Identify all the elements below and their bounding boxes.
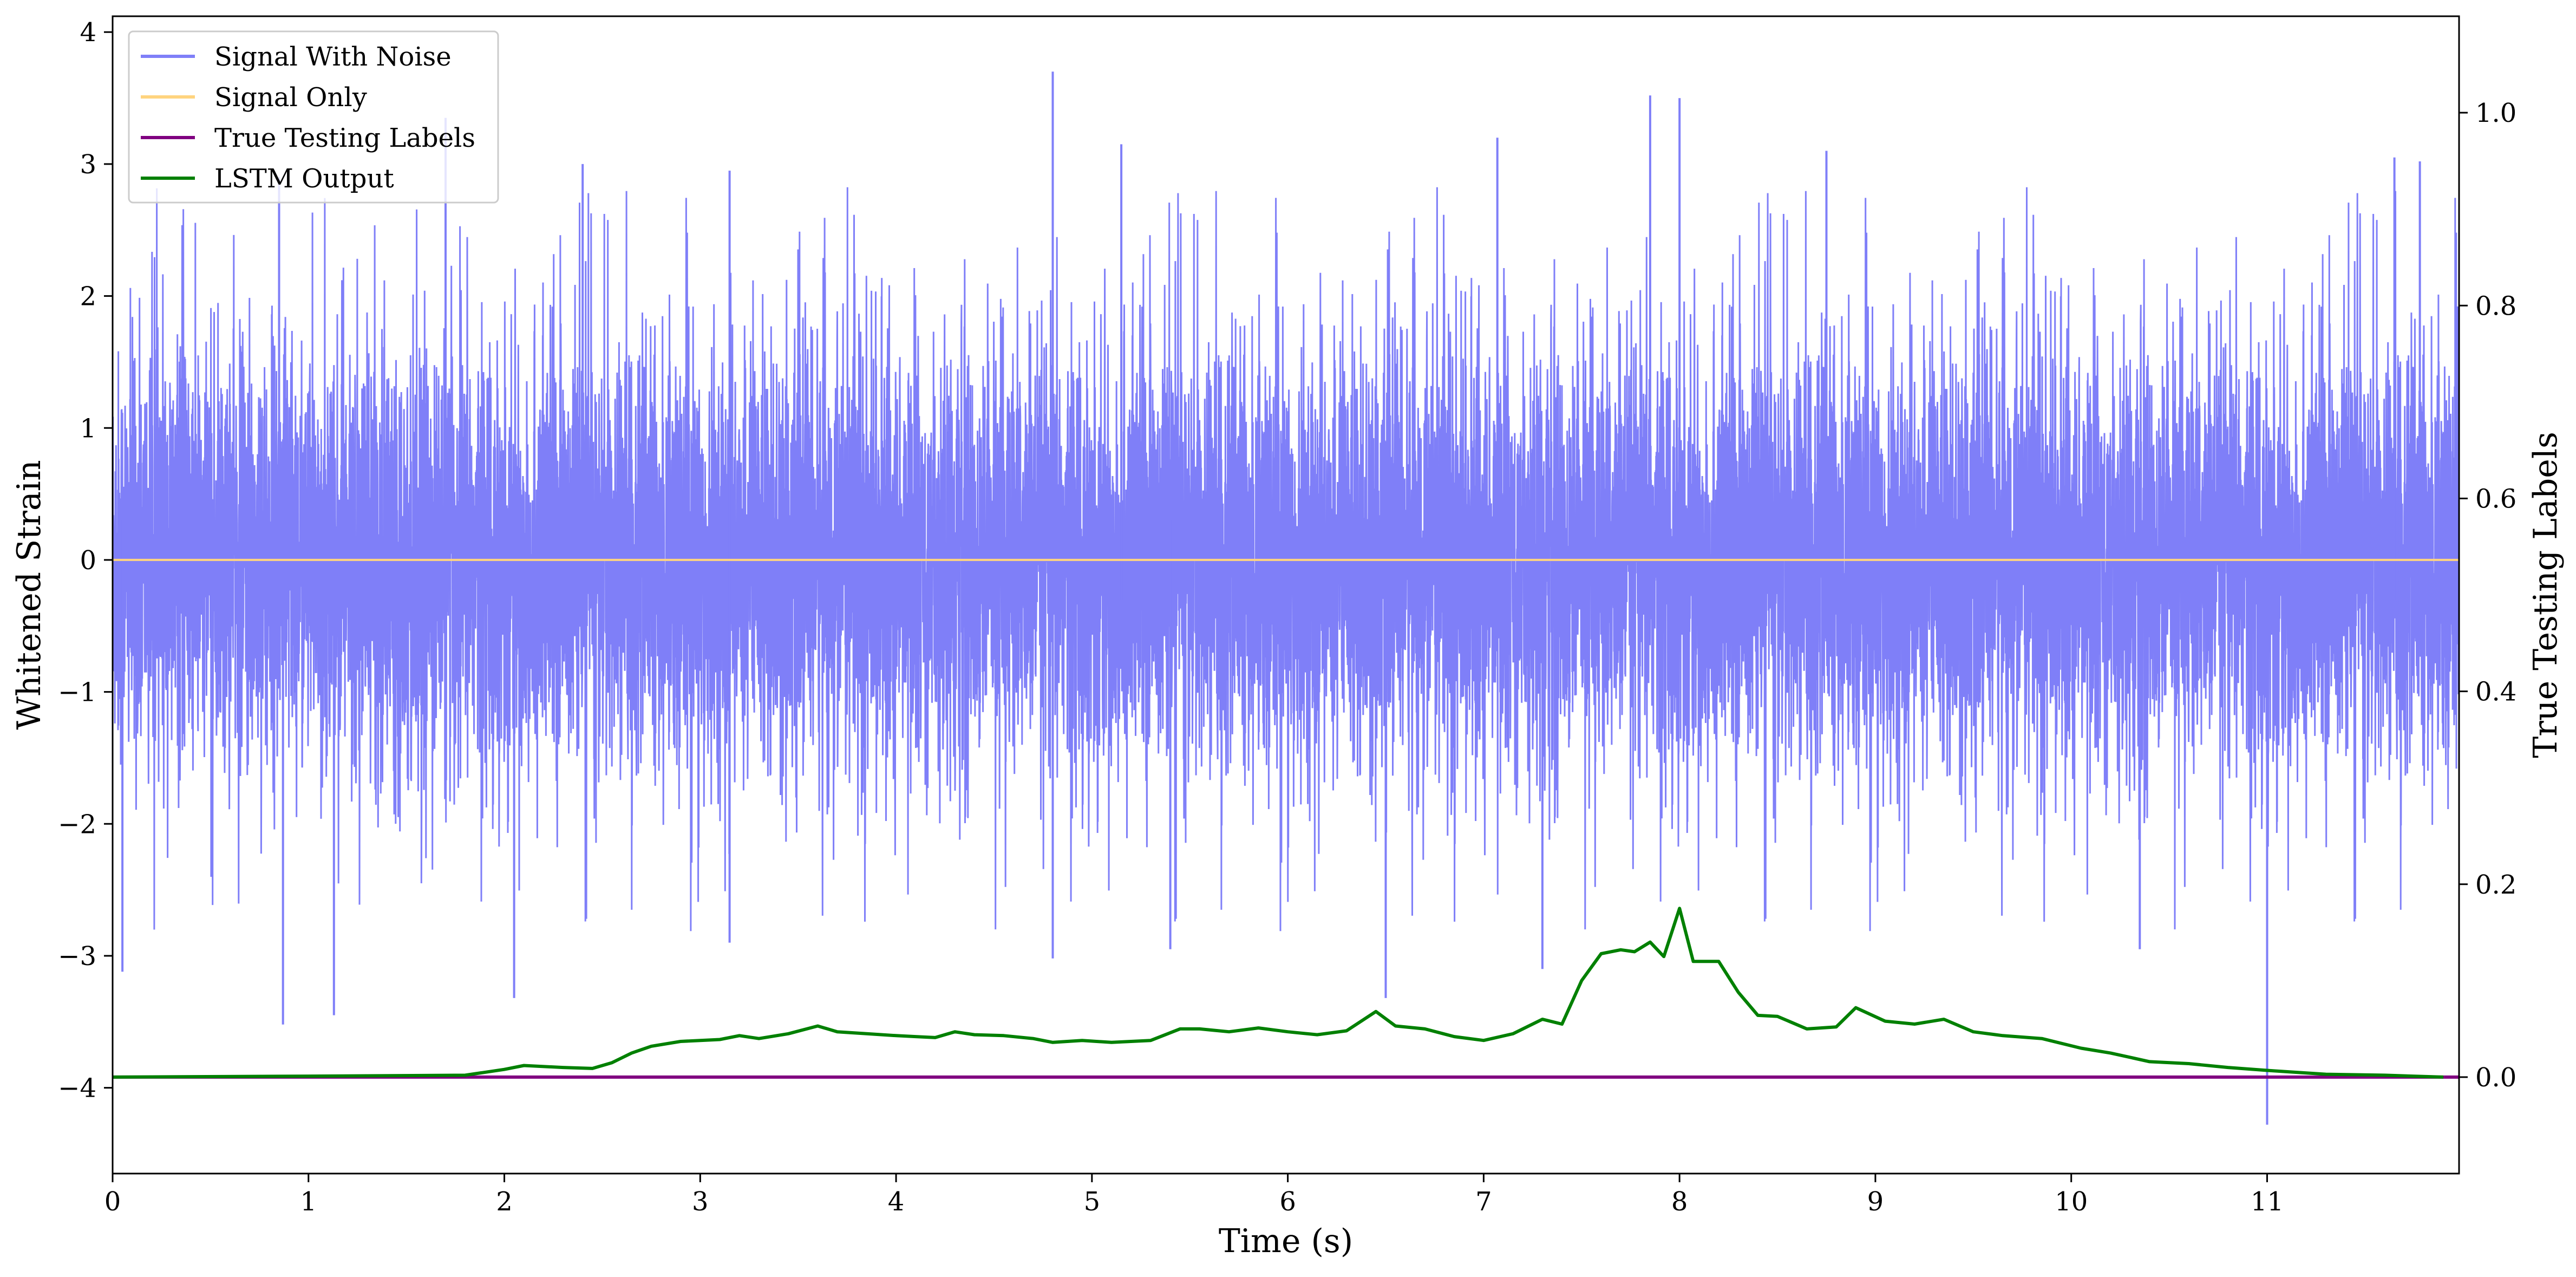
x-tick-label: 11 <box>2251 1187 2284 1217</box>
x-axis-label: Time (s) <box>1219 1222 1353 1260</box>
legend-item-true-testing-labels: True Testing Labels <box>141 123 475 153</box>
legend-label: True Testing Labels <box>214 123 475 153</box>
y-tick-label: 0 <box>80 545 96 576</box>
x-tick-label: 0 <box>104 1187 121 1217</box>
y-tick-label: −4 <box>58 1073 96 1104</box>
x-tick-label: 6 <box>1279 1187 1296 1217</box>
plot-area <box>113 71 2459 1125</box>
x-tick-label: 8 <box>1671 1187 1688 1217</box>
series-signal-with-noise-line <box>113 187 2459 931</box>
y-tick-label: 3 <box>80 149 96 180</box>
legend-box <box>128 30 499 204</box>
x-tick-label: 9 <box>1867 1187 1884 1217</box>
x-axis: 0 1 2 3 4 5 6 7 8 9 10 11 <box>104 1174 2284 1217</box>
y-tick-label: 4 <box>80 17 96 48</box>
x-tick-label: 7 <box>1475 1187 1492 1217</box>
legend-label: Signal With Noise <box>214 42 452 72</box>
series-lstm-output-line <box>113 907 2444 1079</box>
y-right-tick-label: 1.0 <box>2475 98 2516 128</box>
x-tick-label: 5 <box>1084 1187 1101 1217</box>
y-tick-label: 2 <box>80 282 96 312</box>
x-tick-label: 10 <box>2055 1187 2088 1217</box>
x-tick-label: 1 <box>300 1187 317 1217</box>
legend-label: Signal Only <box>214 82 367 113</box>
legend-item-signal-with-noise: Signal With Noise <box>141 42 452 72</box>
plot-frame <box>112 15 2460 1175</box>
legend-item-lstm-output: LSTM Output <box>141 164 394 194</box>
x-tick-label: 3 <box>692 1187 709 1217</box>
y-right-tick-label: 0.6 <box>2475 484 2516 514</box>
y-tick-label: −1 <box>58 677 96 708</box>
legend: Signal With Noise Signal Only True Testing… <box>128 30 499 204</box>
x-tick-label: 2 <box>496 1187 513 1217</box>
y-axis-left: −4 −3 −2 −1 0 1 2 3 4 <box>58 17 113 1104</box>
x-tick-label: 4 <box>888 1187 905 1217</box>
series-signal-with-noise-peaks <box>121 71 2421 1125</box>
y-right-tick-label: 0.2 <box>2475 870 2516 900</box>
y-right-tick-label: 0.8 <box>2475 291 2516 321</box>
y-tick-label: 1 <box>80 413 96 444</box>
y-tick-label: −3 <box>58 941 96 972</box>
y-axis-right-label: True Testing Labels <box>2527 432 2565 758</box>
y-axis-label: Whitened Strain <box>10 460 48 729</box>
legend-label: LSTM Output <box>214 164 394 194</box>
y-tick-label: −2 <box>58 809 96 839</box>
y-right-tick-label: 0.0 <box>2475 1063 2516 1093</box>
y-axis-right: 0.0 0.2 0.4 0.6 0.8 1.0 <box>2459 98 2516 1093</box>
y-right-tick-label: 0.4 <box>2475 677 2516 707</box>
legend-item-signal-only: Signal Only <box>141 82 367 113</box>
